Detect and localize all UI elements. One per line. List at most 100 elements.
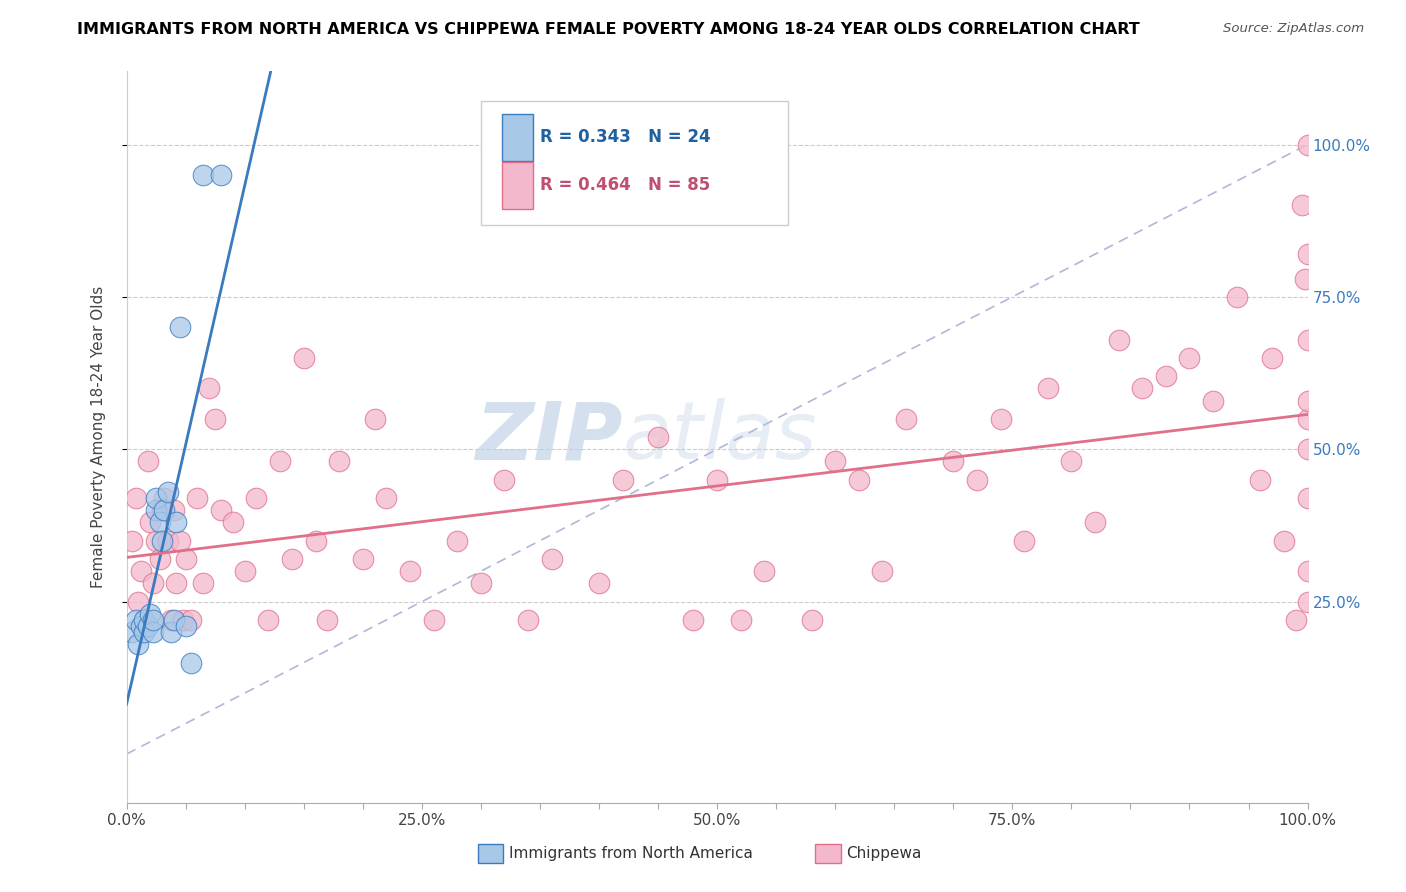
Point [149,516,172,530]
Text: atlas: atlas [623,398,817,476]
Point [145,533,167,548]
Point [1296,564,1319,578]
Point [121,625,143,640]
Point [141,625,163,640]
Point [706,473,728,487]
Point [174,552,197,566]
Point [1296,594,1319,608]
Point [233,564,256,578]
Point [872,564,894,578]
Point [180,656,202,670]
Point [204,412,226,426]
Point [966,473,988,487]
Point [150,503,173,517]
Point [1296,491,1319,505]
Point [1154,369,1177,384]
Point [1296,393,1319,408]
Point [134,613,156,627]
Point [800,613,823,627]
Point [153,491,176,505]
Point [139,607,162,621]
Point [125,491,148,505]
Point [121,533,143,548]
Point [150,533,173,548]
Point [174,619,197,633]
Point [145,491,167,505]
Point [730,613,752,627]
Point [245,491,267,505]
Text: IMMIGRANTS FROM NORTH AMERICA VS CHIPPEWA FEMALE POVERTY AMONG 18-24 YEAR OLDS C: IMMIGRANTS FROM NORTH AMERICA VS CHIPPEW… [77,22,1140,37]
Point [180,613,202,627]
Point [281,552,304,566]
Point [848,473,870,487]
Point [352,552,374,566]
Point [129,619,152,633]
Point [588,576,610,591]
Point [612,473,634,487]
Point [990,412,1012,426]
Point [127,594,149,608]
Point [1296,247,1319,261]
Point [136,619,159,633]
Point [134,625,156,640]
Point [257,613,280,627]
Point [470,576,492,591]
Point [125,613,148,627]
Point [1249,473,1271,487]
Point [1178,351,1201,365]
Point [149,552,172,566]
Point [942,454,965,468]
Point [169,320,191,334]
Point [134,613,156,627]
FancyBboxPatch shape [502,114,533,161]
Point [1291,198,1313,212]
Point [399,564,422,578]
Point [1036,381,1059,395]
Point [163,503,186,517]
Point [1012,533,1035,548]
Y-axis label: Female Poverty Among 18-24 Year Olds: Female Poverty Among 18-24 Year Olds [91,286,105,588]
Point [1226,290,1249,304]
Text: R = 0.464   N = 85: R = 0.464 N = 85 [540,177,710,194]
Point [193,168,215,182]
Point [136,454,159,468]
Point [141,613,163,627]
Point [1084,516,1107,530]
Point [156,533,179,548]
Point [198,381,221,395]
Point [153,503,176,517]
Point [1060,454,1083,468]
Point [1202,393,1225,408]
Point [209,503,232,517]
Text: Immigrants from North America: Immigrants from North America [509,847,752,861]
Point [446,533,468,548]
Point [141,576,163,591]
Text: Chippewa: Chippewa [846,847,922,861]
Point [304,533,326,548]
Point [169,533,191,548]
Point [422,613,444,627]
Point [824,454,846,468]
Point [1294,271,1316,285]
Point [1296,333,1319,347]
Point [682,613,704,627]
Point [139,516,162,530]
Point [1272,533,1295,548]
Point [517,613,540,627]
Point [163,613,186,627]
Point [165,516,187,530]
Point [1261,351,1284,365]
Point [1296,442,1319,457]
Point [540,552,562,566]
Point [186,491,208,505]
Point [129,564,152,578]
Point [145,503,167,517]
Text: Source: ZipAtlas.com: Source: ZipAtlas.com [1223,22,1364,36]
Text: R = 0.343   N = 24: R = 0.343 N = 24 [540,128,710,146]
Point [165,576,187,591]
Point [209,168,232,182]
Point [363,412,385,426]
Point [328,454,350,468]
Point [1130,381,1153,395]
Point [1296,412,1319,426]
